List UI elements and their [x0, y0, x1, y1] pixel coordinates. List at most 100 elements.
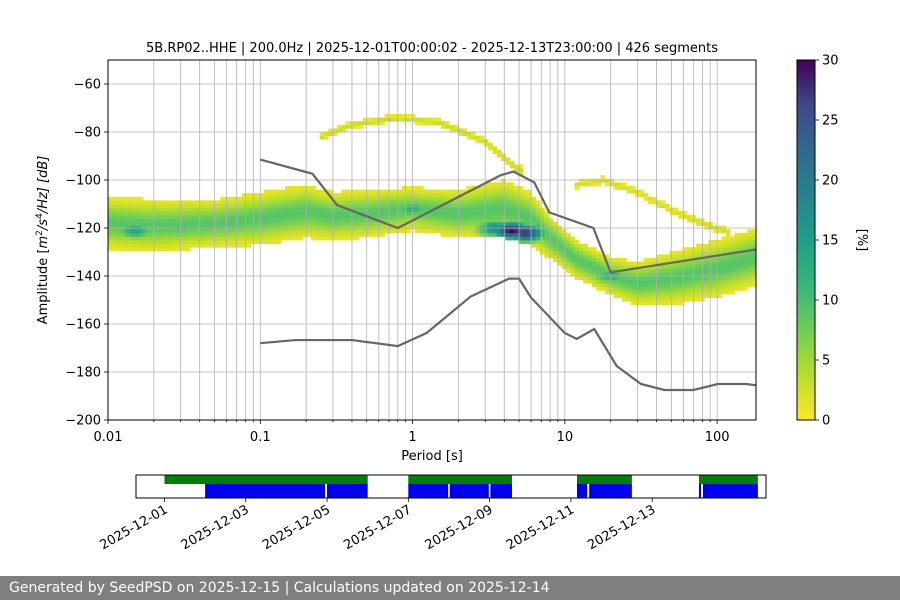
heatmap-cell [367, 193, 372, 198]
heatmap-cell [578, 243, 584, 248]
heatmap-cell [609, 276, 614, 280]
heatmap-cell [228, 204, 234, 208]
heatmap-cell [133, 204, 139, 208]
heatmap-cell [427, 218, 433, 223]
heatmap-cell [367, 207, 372, 212]
availability-date-ticks: 2025-12-01 2025-12-03 2025-12-05 2025-12-07… [98, 498, 658, 553]
heatmap-cell [302, 200, 308, 205]
heatmap-cell [384, 229, 390, 234]
heatmap-cell [617, 286, 623, 291]
heatmap-cell [345, 236, 351, 241]
heatmap-cell [311, 207, 316, 212]
heatmap-cell [712, 261, 718, 266]
heatmap-cell [591, 178, 597, 183]
heatmap-cell [488, 229, 493, 234]
heatmap-cell [660, 265, 666, 270]
heatmap-cell [241, 200, 247, 205]
heatmap-cell [254, 222, 260, 226]
heatmap-cell [237, 207, 243, 212]
heatmap-cell [414, 229, 420, 234]
heatmap-cell [604, 258, 610, 262]
heatmap-cell [289, 236, 295, 241]
heatmap-cell [535, 214, 541, 219]
heatmap-cell [669, 265, 675, 270]
heatmap-cell [328, 196, 334, 201]
heatmap-cell [254, 240, 260, 244]
heatmap-cell [673, 211, 679, 216]
heatmap-cell [669, 294, 675, 298]
heatmap-cell [246, 243, 251, 248]
heatmap-cell [444, 207, 450, 212]
heatmap-cell [440, 218, 446, 223]
heatmap-cell [220, 236, 226, 241]
heatmap-cell [734, 276, 740, 280]
heatmap-cell [289, 196, 295, 201]
heatmap-cell [587, 182, 593, 187]
heatmap-cell [138, 222, 143, 226]
heatmap-cell [185, 222, 191, 226]
heatmap-cell [254, 229, 260, 234]
heatmap-cell [367, 218, 372, 223]
heatmap-cell [129, 204, 135, 208]
heatmap-cell [496, 204, 502, 208]
heatmap-cell [522, 207, 528, 212]
heatmap-cell [116, 229, 122, 234]
heatmap-cell [522, 196, 528, 201]
heatmap-cell [496, 153, 502, 158]
heatmap-cell [125, 247, 130, 252]
heatmap-cell [315, 214, 321, 219]
heatmap-cell [406, 186, 411, 190]
heatmap-cell [133, 240, 139, 244]
heatmap-cell [319, 196, 325, 201]
heatmap-cell [505, 200, 511, 205]
heatmap-cell [324, 211, 329, 216]
heatmap-cell [263, 200, 269, 205]
heatmap-cell [730, 240, 735, 244]
heatmap-cell [298, 186, 303, 190]
heatmap-cell [738, 240, 744, 244]
heatmap-cell [388, 114, 394, 118]
heatmap-cell [181, 236, 187, 241]
heatmap-cell [643, 297, 649, 302]
heatmap-cell [721, 261, 727, 266]
heatmap-cell [457, 204, 463, 208]
heatmap-cell [362, 207, 368, 212]
heatmap-cell [371, 200, 377, 205]
heatmap-cell [449, 200, 454, 205]
heatmap-cell [695, 247, 701, 252]
heatmap-cell [712, 240, 718, 244]
heatmap-cell [751, 254, 756, 259]
heatmap-cell [518, 189, 524, 194]
heatmap-cell [285, 207, 290, 212]
heatmap-cell [548, 232, 554, 237]
heatmap-cell [617, 290, 623, 295]
heatmap-cell [384, 211, 390, 216]
heatmap-cell [267, 229, 273, 234]
heatmap-cell [324, 135, 329, 140]
heatmap-cell [207, 204, 213, 208]
heatmap-cell [177, 200, 182, 205]
heatmap-cell [570, 254, 575, 259]
heatmap-cell [203, 232, 208, 237]
heatmap-cell [648, 196, 653, 201]
heatmap-cell [552, 247, 558, 252]
heatmap-cell [483, 139, 489, 144]
heatmap-cell [246, 196, 251, 201]
heatmap-cell [345, 214, 351, 219]
x-axis-ticks: 0.01 0.1 1 10 100 [94, 420, 730, 445]
heatmap-cell [384, 196, 390, 201]
chart-title: 5B.RP02..HHE | 200.0Hz | 2025-12-01T00:0… [146, 41, 718, 56]
heatmap-cell [730, 236, 735, 241]
heatmap-cell [725, 290, 731, 295]
heatmap-cell [673, 297, 679, 302]
heatmap-cell [717, 265, 722, 270]
heatmap-cell [172, 240, 178, 244]
heatmap-cell [457, 128, 463, 133]
heatmap-cell [505, 222, 511, 226]
heatmap-cell [648, 268, 653, 273]
heatmap-cell [341, 222, 346, 226]
heatmap-cell [172, 218, 178, 223]
heatmap-cell [397, 218, 403, 223]
heatmap-cell [120, 232, 126, 237]
heatmap-cell [470, 211, 476, 216]
